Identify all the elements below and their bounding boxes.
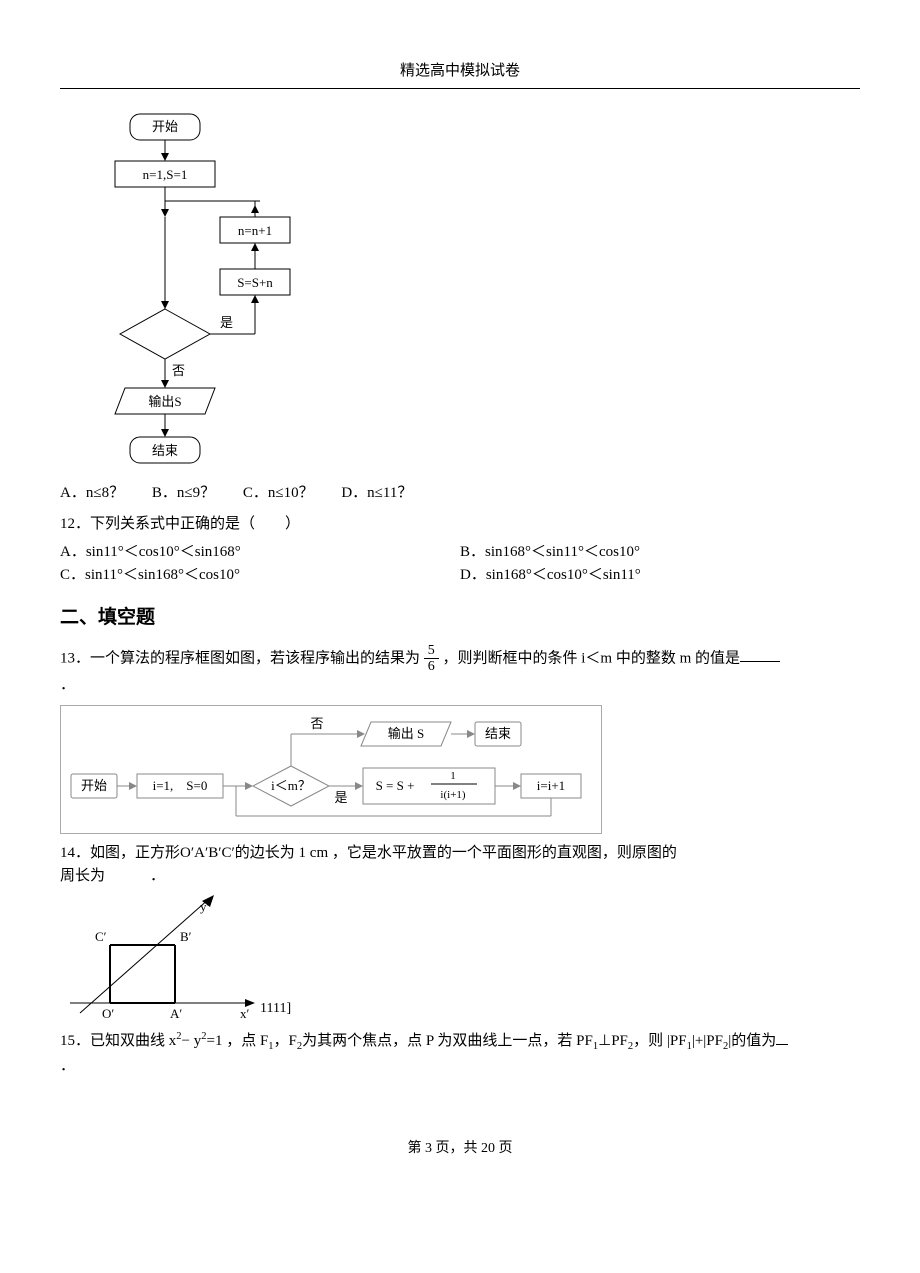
q14-label-x: x′ bbox=[240, 1006, 250, 1021]
q11-options: A．n≤8？ B．n≤9？ C．n≤10？ D．n≤11？ bbox=[60, 482, 860, 505]
section-2-title: 二、填空题 bbox=[60, 604, 860, 633]
q15: 15．已知双曲线 x2− y2=1 ，点 F1，F2为其两个焦点，点 P 为双曲… bbox=[60, 1029, 860, 1077]
q15-t2: − y bbox=[182, 1033, 202, 1049]
q15-t3: =1 ，点 F bbox=[206, 1033, 268, 1049]
q14-line1: 14．如图，正方形O′A′B′C′的边长为 1 cm ，它是水平放置的一个平面图… bbox=[60, 842, 860, 865]
q14-line2: 周长为 ． bbox=[60, 865, 860, 888]
page-container: 精选高中模拟试卷 开始 n=1,S=1 n=n+1 S=S+n bbox=[0, 0, 920, 1199]
q14-label-c: C′ bbox=[95, 929, 107, 944]
q13-post: ，则判断框中的条件 i＜m 中的整数 m 的值是 bbox=[443, 650, 741, 666]
q14-label-b: B′ bbox=[180, 929, 192, 944]
flowchart-svg-2: 开始 i=1, S=0 i＜m？ 否 输出 S 结束 是 bbox=[61, 706, 601, 826]
flow2-no: 否 bbox=[310, 716, 323, 731]
q14-note: 1111] bbox=[260, 998, 291, 1019]
q14-figure: C′ B′ O′ A′ y′ x′ 1111] bbox=[60, 893, 860, 1023]
flow1-start: 开始 bbox=[152, 119, 178, 134]
flow2-out: 输出 S bbox=[388, 726, 424, 741]
flow2-frac-den: i(i+1) bbox=[440, 789, 465, 801]
flow1-no: 否 bbox=[172, 363, 185, 378]
q11-opt-b: B．n≤9？ bbox=[152, 482, 215, 505]
q13-frac: 5 6 bbox=[424, 643, 439, 675]
flowchart-q11: 开始 n=1,S=1 n=n+1 S=S+n bbox=[60, 109, 300, 477]
flow1-yes: 是 bbox=[220, 315, 233, 330]
q14-label-a: A′ bbox=[170, 1006, 182, 1021]
q15-blank bbox=[776, 1029, 788, 1045]
flow1-init: n=1,S=1 bbox=[143, 167, 188, 182]
q12-opt-b: B．sin168°＜sin11°＜cos10° bbox=[460, 541, 860, 564]
q12-options: A．sin11°＜cos10°＜sin168° C．sin11°＜sin168°… bbox=[60, 541, 860, 586]
flowchart-svg-1: 开始 n=1,S=1 n=n+1 S=S+n bbox=[60, 109, 300, 469]
q15-t6: ⊥PF bbox=[598, 1033, 628, 1049]
q12-opt-a: A．sin11°＜cos10°＜sin168° bbox=[60, 541, 460, 564]
q11-opt-d: D．n≤11？ bbox=[341, 482, 412, 505]
q13-blank bbox=[740, 646, 780, 662]
flow2-end: 结束 bbox=[485, 726, 511, 741]
q11-opt-c: C．n≤10？ bbox=[243, 482, 314, 505]
q13-frac-den: 6 bbox=[424, 659, 439, 674]
flowchart-q13: 开始 i=1, S=0 i＜m？ 否 输出 S 结束 是 bbox=[60, 705, 602, 835]
q13: 13．一个算法的程序框图如图，若该程序输出的结果为 5 6 ，则判断框中的条件 … bbox=[60, 643, 860, 697]
page-footer: 第 3 页，共 20 页 bbox=[60, 1138, 860, 1159]
q14-label-y: y′ bbox=[200, 899, 210, 914]
header-rule bbox=[60, 88, 860, 89]
flow1-inc: n=n+1 bbox=[238, 223, 272, 238]
q12-stem: 12．下列关系式中正确的是（ ） bbox=[60, 513, 860, 536]
q12-opt-c: C．sin11°＜sin168°＜cos10° bbox=[60, 564, 460, 587]
q11-opt-a: A．n≤8？ bbox=[60, 482, 124, 505]
flow2-frac-num: 1 bbox=[450, 770, 456, 782]
flow2-init: i=1, S=0 bbox=[153, 778, 208, 793]
flow1-end: 结束 bbox=[152, 443, 178, 458]
q14-label-o: O′ bbox=[102, 1006, 114, 1021]
q14: 14．如图，正方形O′A′B′C′的边长为 1 cm ，它是水平放置的一个平面图… bbox=[60, 842, 860, 887]
q13-pre: 13．一个算法的程序框图如图，若该程序输出的结果为 bbox=[60, 650, 420, 666]
q15-t7: ，则 |PF bbox=[633, 1033, 686, 1049]
q15-period: ． bbox=[60, 1055, 860, 1078]
q15-t9: |的值为 bbox=[728, 1033, 776, 1049]
flow1-sum: S=S+n bbox=[237, 275, 273, 290]
q15-t1: 15．已知双曲线 x bbox=[60, 1033, 176, 1049]
flow2-start: 开始 bbox=[81, 778, 107, 793]
q15-t8: |+|PF bbox=[692, 1033, 723, 1049]
flow2-step: S = S + bbox=[376, 778, 415, 793]
flow2-inc: i=i+1 bbox=[537, 778, 565, 793]
flow2-yes: 是 bbox=[334, 790, 347, 805]
q14-svg: C′ B′ O′ A′ y′ x′ bbox=[60, 893, 260, 1023]
page-header: 精选高中模拟试卷 bbox=[60, 60, 860, 83]
q12-opt-d: D．sin168°＜cos10°＜sin11° bbox=[460, 564, 860, 587]
q13-frac-num: 5 bbox=[424, 643, 439, 659]
q15-t4: ，F bbox=[274, 1033, 297, 1049]
flow2-cond: i＜m？ bbox=[271, 778, 311, 793]
q13-period: ． bbox=[60, 674, 860, 697]
q15-t5: 为其两个焦点，点 P 为双曲线上一点，若 PF bbox=[302, 1033, 593, 1049]
flow1-out: 输出S bbox=[148, 394, 181, 409]
